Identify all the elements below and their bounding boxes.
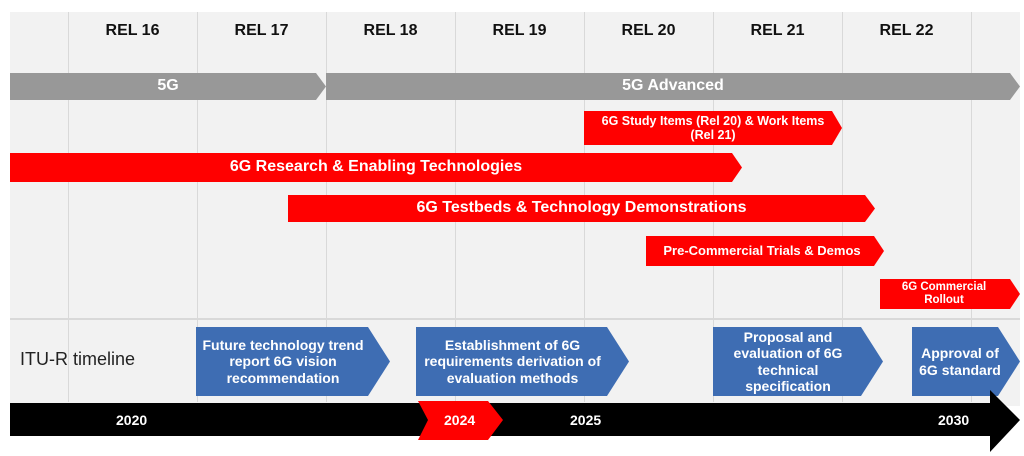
year-label: 2020 <box>116 412 148 428</box>
itu-step: Future technology trend report 6G vision… <box>196 327 390 396</box>
6g-testbeds-bar: 6G Testbeds & Technology Demonstrations <box>288 195 875 222</box>
itu-step: Establishment of 6G requirements derivat… <box>416 327 629 396</box>
year-label: 2030 <box>938 412 970 428</box>
itu-step: Proposal and evaluation of 6G technical … <box>713 327 883 396</box>
itu-step: Approval of 6G standard <box>912 327 1020 396</box>
release-label: REL 19 <box>492 22 547 39</box>
6g-commercial-rollout-bar: 6G Commercial Rollout <box>880 279 1020 309</box>
section-divider <box>10 318 1020 320</box>
5g-advanced-bar: 5G Advanced <box>326 73 1020 100</box>
release-label: REL 21 <box>750 22 805 39</box>
itu-r-timeline-label: ITU-R timeline <box>20 349 136 369</box>
release-label: REL 17 <box>234 22 289 39</box>
5g-bar: 5G <box>10 73 326 100</box>
release-label: REL 22 <box>879 22 934 39</box>
grid-line <box>197 12 198 402</box>
release-label: REL 18 <box>363 22 418 39</box>
2024-marker <box>418 401 503 440</box>
release-label: REL 20 <box>621 22 676 39</box>
6g-research-bar: 6G Research & Enabling Technologies <box>10 153 742 182</box>
grid-line <box>68 12 69 402</box>
grid-line <box>971 12 972 402</box>
year-label: 2024 <box>444 412 476 428</box>
release-label: REL 16 <box>105 22 160 39</box>
year-label: 2025 <box>570 412 602 428</box>
precommercial-trials-bar: Pre-Commercial Trials & Demos <box>646 236 884 266</box>
6g-study-items-bar: 6G Study Items (Rel 20) & Work Items (Re… <box>584 111 842 145</box>
